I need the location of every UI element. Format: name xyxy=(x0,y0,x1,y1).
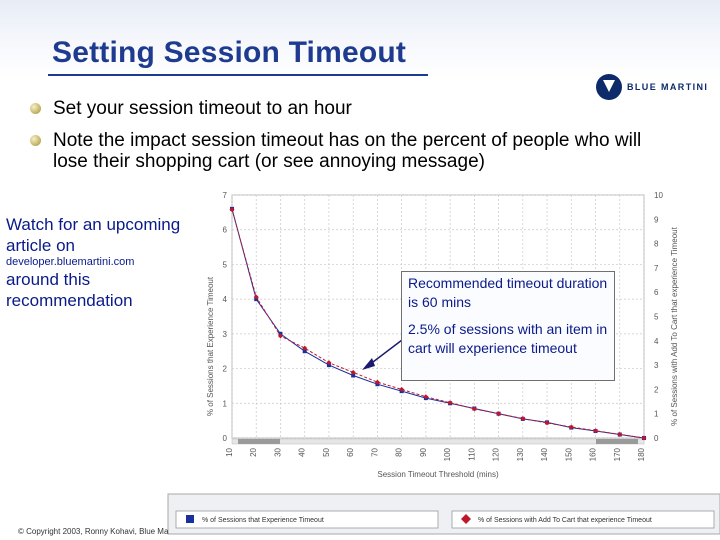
data-point xyxy=(326,360,332,366)
data-point xyxy=(544,420,550,426)
callout-line: 2.5% of sessions with an item in cart wi… xyxy=(408,321,608,356)
data-point xyxy=(351,373,356,378)
y-tick-label: 7 xyxy=(223,191,228,200)
y-tick-label: 3 xyxy=(223,330,228,339)
x-tick-label: 20 xyxy=(249,447,258,456)
y-tick-label: 0 xyxy=(223,434,228,443)
data-point xyxy=(374,379,380,385)
legend-marker xyxy=(461,514,471,524)
bullet-item: Set your session timeout to an hour xyxy=(30,98,670,119)
y2-tick-label: 10 xyxy=(654,191,663,200)
callout-arrow-head xyxy=(362,358,375,370)
x-tick-label: 150 xyxy=(564,447,573,461)
slide-title: Setting Session Timeout xyxy=(52,36,407,69)
bullet-text: Note the impact session timeout has on t… xyxy=(53,130,642,172)
data-point xyxy=(593,428,599,434)
x-tick-label: 180 xyxy=(637,447,646,461)
x-tick-label: 130 xyxy=(516,447,525,461)
x-axis-title: Session Timeout Threshold (mins) xyxy=(377,470,499,479)
x-tick-label: 160 xyxy=(589,447,598,461)
y2-tick-label: 0 xyxy=(654,434,659,443)
legend-label: % of Sessions with Add To Cart that expe… xyxy=(478,517,652,524)
y-tick-label: 2 xyxy=(223,365,228,374)
y2-tick-label: 6 xyxy=(654,288,659,297)
x-tick-label: 80 xyxy=(395,447,404,456)
data-point xyxy=(520,416,526,422)
logo-text: BLUE MARTINI xyxy=(627,82,709,92)
title-underline xyxy=(48,74,428,76)
x-tick-label: 50 xyxy=(322,447,331,456)
y2-tick-label: 8 xyxy=(654,240,659,249)
legend-marker xyxy=(186,515,194,523)
bullet-item: Note the impact session timeout has on t… xyxy=(30,130,670,172)
y2-tick-label: 4 xyxy=(654,337,659,346)
y-tick-label: 4 xyxy=(223,295,228,304)
data-point xyxy=(471,406,477,412)
legend-entry-box xyxy=(175,510,439,529)
x-tick-label: 10 xyxy=(225,447,234,456)
data-point xyxy=(399,386,405,392)
x-tick-label: 60 xyxy=(346,447,355,456)
x-tick-label: 110 xyxy=(467,447,476,460)
x-scrollbar-thumb xyxy=(238,439,280,444)
logo-mark-icon xyxy=(596,74,622,100)
bullet-icon xyxy=(30,103,41,114)
legend-entry-box xyxy=(451,510,715,529)
chart-series xyxy=(229,206,647,441)
data-point xyxy=(617,431,623,437)
bullet-text: Set your session timeout to an hour xyxy=(53,98,352,119)
x-tick-label: 120 xyxy=(492,447,501,461)
x-tick-label: 170 xyxy=(613,447,622,461)
side-note: Watch for an upcoming article on develop… xyxy=(6,214,191,311)
x-tick-label: 30 xyxy=(273,447,282,456)
legend-label: % of Sessions that Experience Timeout xyxy=(202,517,324,524)
data-point xyxy=(496,411,502,417)
x-tick-label: 140 xyxy=(540,447,549,461)
company-logo: BLUE MARTINI xyxy=(596,74,708,100)
bullet-icon xyxy=(30,135,41,146)
data-point xyxy=(568,424,574,430)
copyright-text: © Copyright 2003, Ronny Kohavi, Blue Ma xyxy=(18,527,169,536)
side-note-line: Watch for an upcoming article on xyxy=(6,215,181,255)
data-point xyxy=(350,369,356,375)
data-point xyxy=(641,435,647,441)
y2-tick-label: 7 xyxy=(654,264,659,273)
y2-axis-title: % of Sessions with Add To Cart that expe… xyxy=(670,226,679,425)
data-point xyxy=(423,394,429,400)
y2-tick-label: 1 xyxy=(654,410,659,419)
y-tick-label: 6 xyxy=(223,226,228,235)
y2-tick-label: 5 xyxy=(654,313,659,322)
data-point xyxy=(253,294,259,300)
x-scrollbar xyxy=(231,438,645,445)
recommendation-callout: Recommended timeout duration is 60 mins … xyxy=(401,271,615,381)
chart-legend: % of Sessions that Experience Timeout % o… xyxy=(167,493,720,535)
data-point xyxy=(447,400,453,406)
data-point xyxy=(302,349,307,354)
y2-tick-label: 9 xyxy=(654,215,659,224)
y2-tick-label: 3 xyxy=(654,361,659,370)
chart-axes: 10 20 30 40 50 60 70 80 90 100 110 120 130 140 150 160 1… xyxy=(206,191,679,479)
y-tick-label: 5 xyxy=(223,260,228,269)
x-scrollbar-thumb xyxy=(596,439,638,444)
x-tick-label: 100 xyxy=(443,447,452,461)
x-tick-label: 40 xyxy=(298,447,307,456)
data-point xyxy=(229,207,235,213)
callout-arrow xyxy=(362,339,403,370)
y-axis-title: % of Sessions that Experience Timeout xyxy=(206,276,215,416)
x-tick-label: 90 xyxy=(419,447,428,456)
series-line xyxy=(231,209,645,439)
side-note-line: around this recommendation xyxy=(6,270,133,310)
data-point xyxy=(302,345,308,351)
data-point xyxy=(277,333,283,339)
callout-line: Recommended timeout duration is 60 mins xyxy=(408,275,608,310)
x-tick-label: 70 xyxy=(370,447,379,456)
y2-tick-label: 2 xyxy=(654,385,659,394)
side-note-url: developer.bluemartini.com xyxy=(6,256,135,268)
title-bar xyxy=(0,0,720,78)
y-tick-label: 1 xyxy=(223,399,228,408)
